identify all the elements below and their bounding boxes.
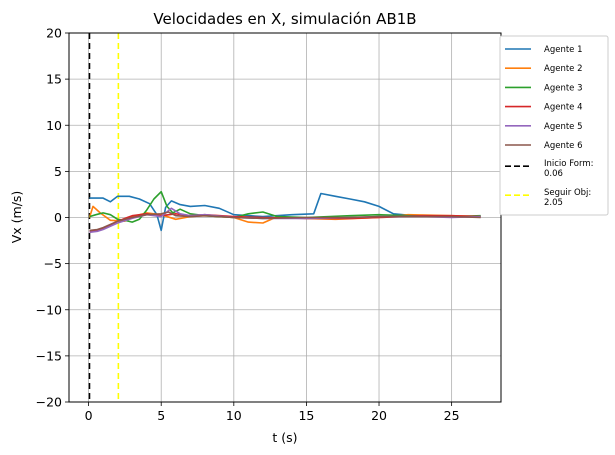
vertical-markers — [88, 33, 120, 402]
y-tick-label: −20 — [36, 395, 62, 410]
series-line — [89, 211, 481, 232]
x-tick-label: 20 — [371, 408, 387, 423]
legend-value: 2.05 — [544, 198, 563, 208]
legend-label: Agente 2 — [544, 64, 583, 74]
series-line — [89, 207, 481, 234]
y-tick-label: 10 — [46, 118, 62, 133]
legend-label: Agente 1 — [544, 45, 583, 55]
y-tick-label: 0 — [54, 210, 62, 225]
y-tick-label: −5 — [44, 256, 62, 271]
legend: Agente 1 Agente 2 Agente 3 Agente 4 Agente 5… — [499, 35, 609, 216]
x-tick-label: 25 — [444, 408, 460, 423]
legend-box — [499, 35, 609, 216]
x-tick-label: 15 — [298, 408, 314, 423]
legend-label: Agente 4 — [544, 103, 583, 113]
y-tick-label: −10 — [36, 302, 62, 317]
legend-label: Agente 3 — [544, 83, 583, 93]
y-tick-label: 15 — [46, 72, 62, 87]
y-tick-label: 5 — [54, 164, 62, 179]
series-lines — [88, 190, 481, 234]
legend-label: Inicio Form: — [544, 159, 593, 169]
x-ticks: 0 5 10 15 20 25 — [85, 402, 460, 423]
y-axis-label: Vx (m/s) — [9, 191, 24, 244]
y-tick-label: −15 — [36, 348, 62, 363]
legend-label: Agente 6 — [544, 141, 583, 151]
legend-label: Seguir Obj: — [544, 188, 591, 198]
x-tick-label: 10 — [226, 408, 242, 423]
x-tick-label: 5 — [157, 408, 165, 423]
legend-label: Agente 5 — [544, 122, 583, 132]
chart-title: Velocidades en X, simulación AB1B — [153, 10, 416, 28]
y-tick-label: 20 — [46, 26, 62, 41]
legend-value: 0.06 — [544, 169, 563, 179]
y-ticks: −20 −15 −10 −5 0 5 10 15 20 — [36, 26, 69, 410]
x-tick-label: 0 — [85, 408, 93, 423]
x-axis-label: t (s) — [272, 430, 297, 445]
series-line — [89, 192, 481, 232]
